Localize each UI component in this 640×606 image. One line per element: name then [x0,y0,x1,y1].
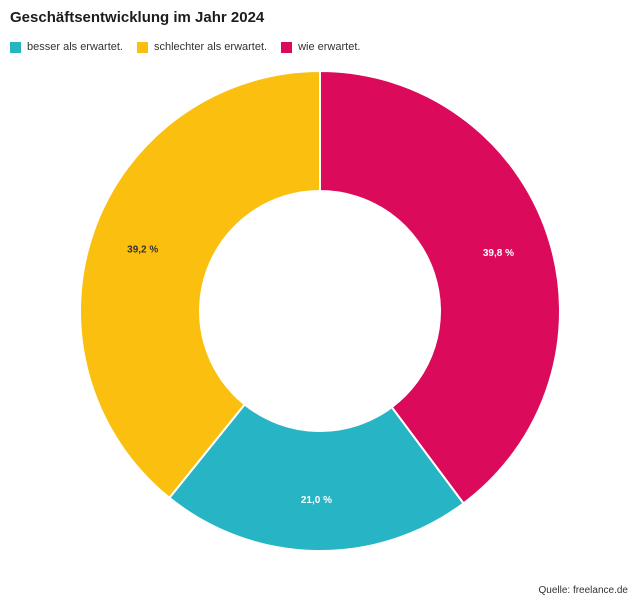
legend-label-besser: besser als erwartet. [27,41,123,53]
donut-slice-wie [319,69,561,505]
source-note: Quelle: freelance.de [538,585,628,596]
donut-slice-schlechter [79,69,321,500]
legend-label-schlechter: schlechter als erwartet. [153,41,268,53]
donut-slice-besser [167,403,465,552]
legend-swatch-besser [10,41,21,53]
legend-label-wie: wie erwartet. [298,41,361,53]
chart-title: Geschäftsentwicklung im Jahr 2024 [10,9,265,26]
legend-swatch-schlechter [136,41,148,53]
data-label-besser: 21,0 % [301,495,332,506]
legend-item-besser: besser als erwartet. [10,41,123,53]
legend-item-schlechter: schlechter als erwartet. [136,41,268,53]
legend-item-wie: wie erwartet. [281,41,360,53]
legend-swatch-wie [281,41,293,53]
data-label-wie: 39,8 % [483,248,514,259]
data-label-schlechter: 39,2 % [127,244,158,255]
legend: besser als erwartet. schlechter als erwa… [10,41,360,53]
